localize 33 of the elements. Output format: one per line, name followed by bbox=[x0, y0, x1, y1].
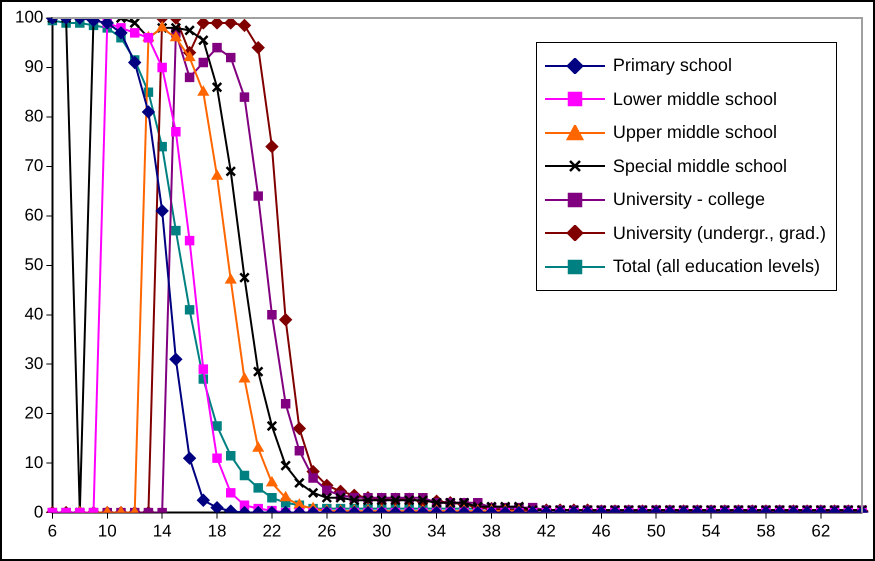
x-tick-label: 50 bbox=[646, 521, 666, 540]
x-tick-label: 58 bbox=[756, 521, 776, 540]
x-tick-label: 42 bbox=[536, 521, 556, 540]
y-tick-label: 70 bbox=[24, 156, 44, 176]
y-tick-label: 20 bbox=[24, 403, 44, 422]
legend-label: Special middle school bbox=[612, 154, 787, 178]
y-tick-label: 90 bbox=[24, 57, 44, 76]
x-tick-label: 10 bbox=[98, 521, 117, 540]
x-tick-label: 22 bbox=[262, 521, 282, 540]
y-tick-label: 30 bbox=[24, 354, 44, 373]
x-tick-label: 38 bbox=[482, 521, 501, 540]
x-tick-label: 34 bbox=[427, 521, 446, 540]
y-tick-label: 10 bbox=[24, 452, 44, 472]
y-tick-label: 40 bbox=[24, 304, 44, 324]
y-tick-label: 100 bbox=[14, 8, 44, 27]
legend-label: Upper middle school bbox=[612, 121, 777, 144]
x-tick-label: 18 bbox=[208, 521, 226, 540]
legend-label: Total (all education levels) bbox=[612, 255, 820, 278]
legend-label: Lower middle school bbox=[612, 88, 777, 110]
x-tick-label: 62 bbox=[811, 521, 830, 540]
x-tick-label: 54 bbox=[702, 521, 721, 540]
y-tick-label: 60 bbox=[24, 206, 44, 225]
y-tick-label: 50 bbox=[24, 254, 44, 274]
x-tick-label: 46 bbox=[592, 521, 611, 540]
x-tick-label: 30 bbox=[372, 521, 392, 540]
y-tick-label: 0 bbox=[34, 502, 44, 522]
legend-label: University (undergr., grad.) bbox=[612, 222, 826, 245]
legend-label: Primary school bbox=[612, 54, 732, 77]
x-tick-label: 26 bbox=[317, 521, 336, 540]
y-tick-label: 80 bbox=[24, 106, 44, 126]
x-tick-label: 14 bbox=[152, 521, 172, 540]
legend-label: University - college bbox=[612, 188, 765, 211]
x-tick-label: 6 bbox=[48, 521, 58, 540]
